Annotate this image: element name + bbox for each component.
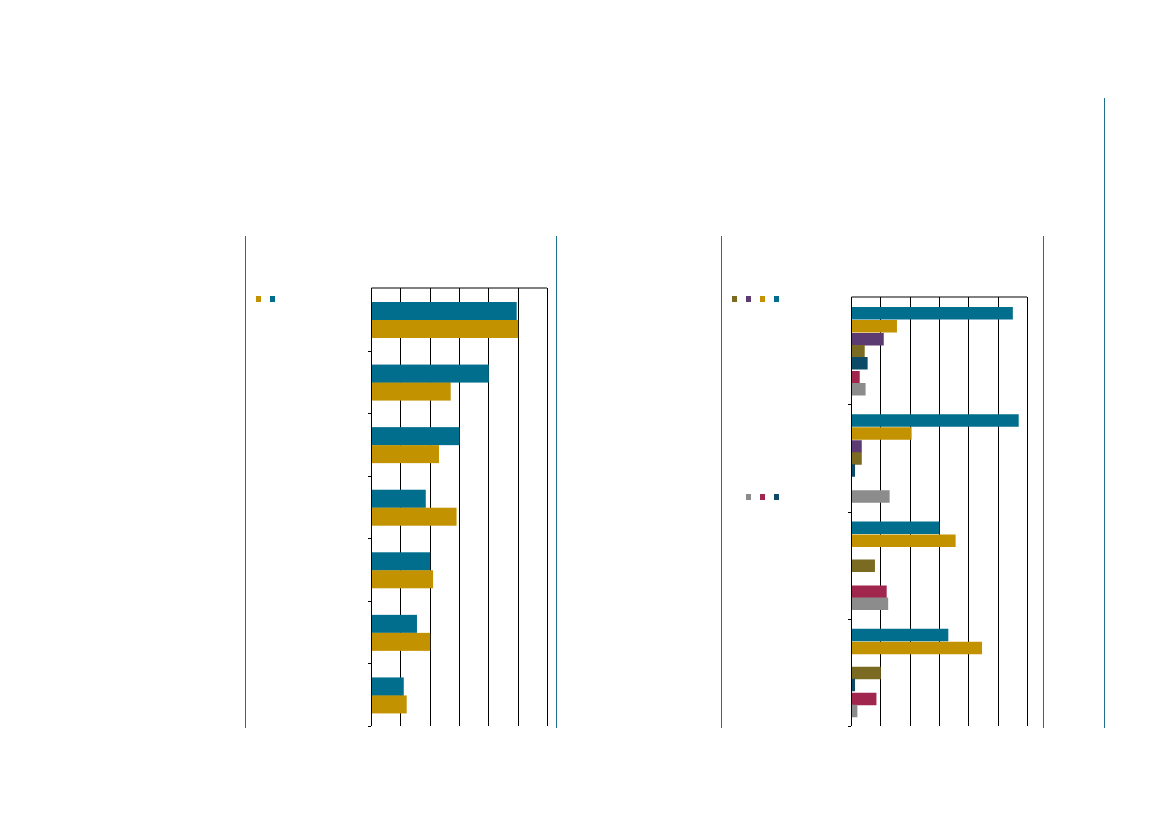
left-bar-chart: [368, 287, 548, 727]
right-chart-legend: [732, 296, 779, 500]
legend-swatch: [760, 494, 765, 500]
legend-swatch: [732, 296, 737, 302]
bar: [371, 695, 407, 714]
bar: [851, 427, 912, 440]
bar: [851, 333, 884, 346]
bar: [851, 345, 865, 358]
legend-swatch: [746, 494, 751, 500]
bar: [851, 704, 858, 718]
bar: [371, 320, 519, 338]
bar: [851, 521, 940, 534]
legend-swatch: [774, 296, 779, 302]
bar: [371, 427, 460, 446]
bar: [371, 570, 434, 589]
bar: [851, 371, 860, 384]
legend-swatch: [774, 494, 779, 500]
bar: [851, 666, 881, 680]
bar: [851, 534, 956, 547]
bar: [851, 597, 889, 610]
bar: [371, 445, 439, 464]
bar: [851, 490, 890, 503]
bar: [851, 464, 856, 477]
bar: [851, 585, 887, 598]
bar: [851, 307, 1013, 320]
left-chart-legend: [256, 296, 275, 302]
bar: [851, 692, 877, 706]
bar: [851, 559, 875, 572]
right-bar-chart: [848, 296, 1028, 727]
legend-swatch: [746, 296, 751, 302]
bar: [371, 364, 489, 383]
bar: [851, 452, 862, 465]
bar: [371, 632, 431, 651]
bar: [851, 440, 862, 453]
bar: [371, 489, 426, 508]
legend-swatch: [270, 296, 275, 302]
bar: [851, 414, 1019, 427]
bar: [851, 678, 856, 692]
bar: [851, 357, 868, 370]
bar: [851, 383, 866, 396]
bar: [851, 641, 983, 655]
bar: [371, 507, 457, 526]
bar: [371, 302, 517, 320]
bar: [851, 628, 949, 642]
legend-swatch: [256, 296, 261, 302]
legend-swatch: [760, 296, 765, 302]
bar: [371, 552, 431, 571]
bar: [371, 614, 417, 633]
bar: [371, 677, 404, 696]
bar: [371, 382, 451, 401]
bar: [851, 320, 897, 333]
